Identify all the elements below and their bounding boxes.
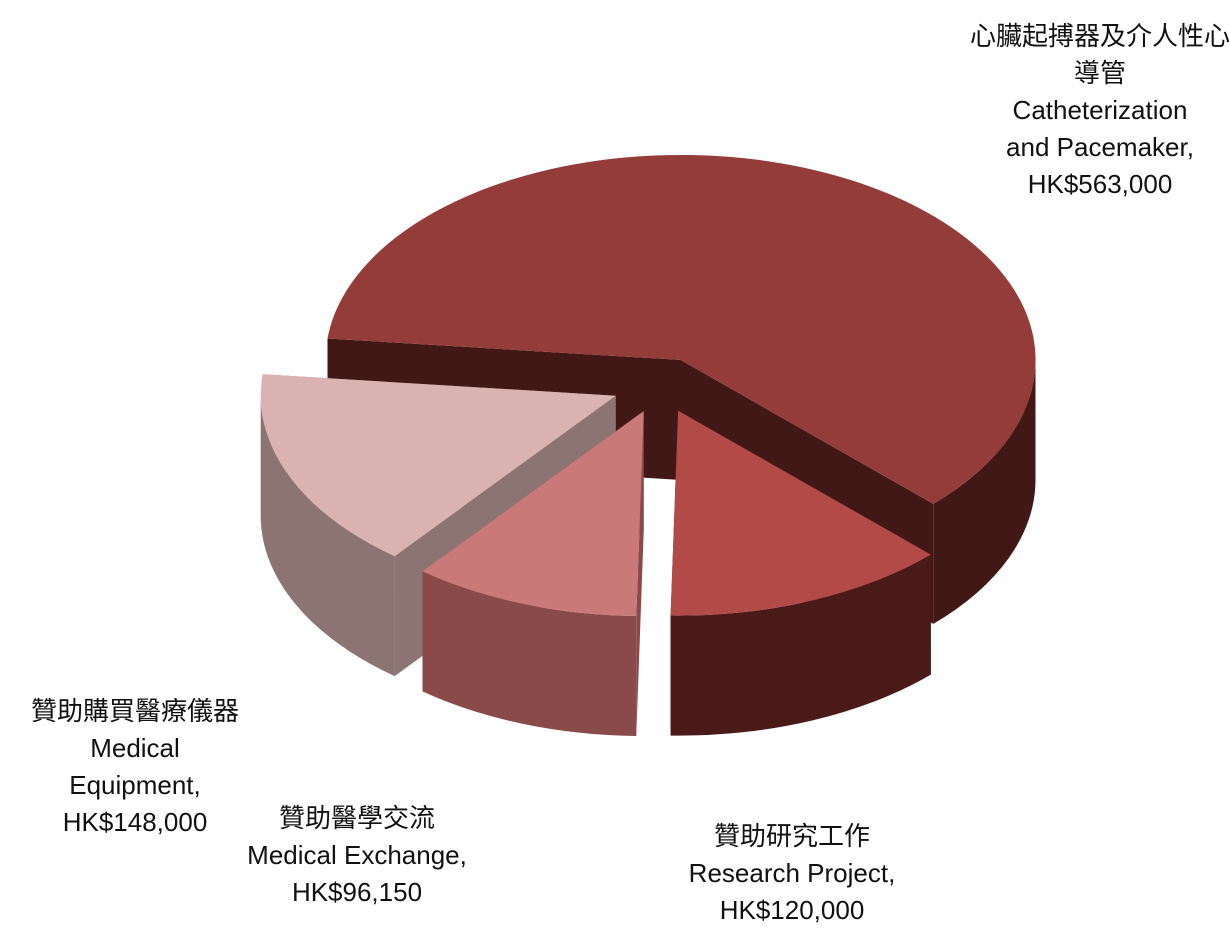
data-label: 心臟起搏器及介人性心導管 Catheterization and Pacemake… bbox=[969, 18, 1230, 203]
label-chinese-name: 贊助購買醫療儀器 bbox=[30, 696, 239, 726]
label-category: Medical Equipment, bbox=[69, 733, 201, 800]
slice-top bbox=[670, 410, 931, 616]
slice bbox=[670, 410, 931, 736]
slice-outer-wall bbox=[260, 395, 395, 677]
label-category: Research Project, bbox=[688, 858, 896, 888]
slice-top bbox=[327, 154, 1036, 504]
label-value: HK$563,000 bbox=[1027, 169, 1173, 199]
label-chinese-name: 贊助醫學交流 bbox=[278, 803, 435, 833]
label-value: HK$96,150 bbox=[291, 877, 423, 907]
label-value: HK$148,000 bbox=[62, 807, 208, 837]
data-label: 贊助購買醫療儀器 Medical Equipment, HK$148,000 bbox=[0, 693, 275, 841]
data-label: 贊助研究工作 Research Project, HK$120,000 bbox=[642, 818, 942, 929]
label-chinese-name: 贊助研究工作 bbox=[713, 821, 870, 851]
data-label: 贊助醫學交流 Medical Exchange, HK$96,150 bbox=[207, 800, 507, 911]
label-value: HK$120,000 bbox=[719, 895, 865, 925]
label-category: Medical Exchange, bbox=[247, 840, 467, 870]
slice-outer-wall bbox=[422, 571, 637, 736]
label-category: Catheterization and Pacemaker, bbox=[1006, 95, 1194, 162]
slice-outer-wall bbox=[670, 554, 931, 736]
slice-outer-wall bbox=[933, 359, 1036, 624]
slice-top bbox=[422, 411, 644, 616]
slice-top bbox=[260, 374, 616, 557]
label-chinese-name: 心臟起搏器及介人性心導管 bbox=[969, 21, 1230, 88]
slice bbox=[422, 411, 644, 736]
